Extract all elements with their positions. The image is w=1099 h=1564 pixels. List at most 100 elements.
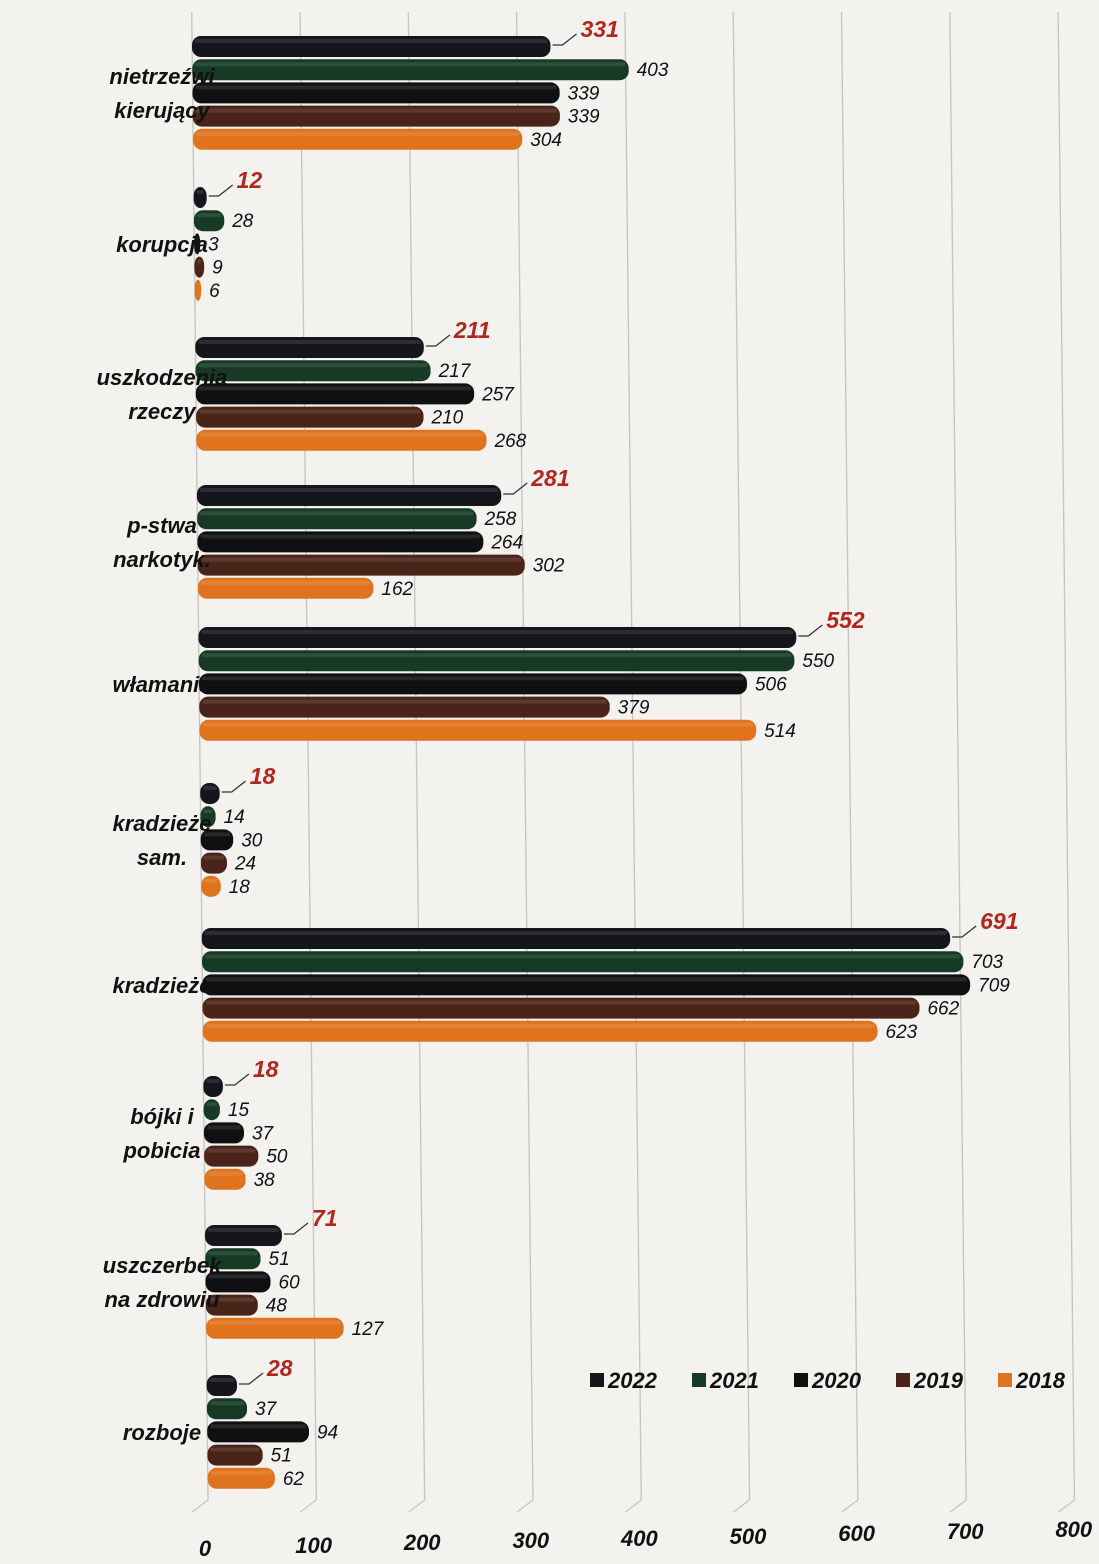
- x-tick-label: 500: [730, 1524, 767, 1549]
- x-tick-label: 400: [620, 1526, 658, 1551]
- x-tick-label: 100: [295, 1533, 332, 1558]
- bar-shine: [195, 85, 557, 90]
- gridline-200: [407, 11, 426, 1501]
- bar-2020: [200, 829, 234, 851]
- gridline-800: [1057, 11, 1076, 1501]
- bar-shine: [206, 1125, 241, 1130]
- data-label-2021: 28: [231, 211, 254, 232]
- bar-2022: [193, 187, 207, 208]
- bar-shine: [205, 954, 961, 959]
- bar-2022: [192, 36, 551, 57]
- bar-shine: [208, 1228, 279, 1232]
- bar-shine: [198, 340, 421, 344]
- bar-shine: [200, 534, 481, 539]
- x-tick-label: 600: [838, 1521, 875, 1546]
- bar-2018: [204, 1168, 246, 1190]
- bar-shine: [201, 676, 744, 681]
- bar-shine: [200, 511, 474, 516]
- bar-shine: [204, 931, 948, 935]
- gridline-foot-400: [624, 1499, 642, 1513]
- data-label-2018: 162: [381, 579, 413, 600]
- x-tick-label: 800: [1055, 1517, 1092, 1542]
- bar-2020: [197, 531, 484, 553]
- data-label-2019: 210: [431, 408, 464, 429]
- bar-shine: [197, 236, 199, 241]
- category-label: bójki i: [130, 1104, 194, 1129]
- bar-shine: [203, 809, 213, 814]
- legend-swatch-2019: [896, 1373, 910, 1387]
- leader-line: [221, 780, 247, 793]
- data-label-2021: 51: [269, 1249, 290, 1270]
- bar-shine: [203, 786, 217, 790]
- data-label-2019: 662: [927, 999, 959, 1020]
- bar-2020: [194, 233, 201, 255]
- data-label-2020: 30: [241, 830, 263, 851]
- bar-2020: [195, 383, 475, 405]
- bar-2018: [193, 128, 523, 150]
- data-label-2019: 9: [212, 258, 223, 279]
- gridline-foot-600: [841, 1499, 859, 1513]
- data-label-2021: 217: [438, 361, 472, 382]
- bar-2019: [197, 554, 525, 576]
- gridline-foot-300: [516, 1499, 534, 1513]
- leader-line: [208, 184, 234, 197]
- category-label: korupcja: [116, 232, 208, 257]
- category-label: kradzieże: [112, 811, 211, 836]
- data-label-2018: 268: [494, 431, 527, 452]
- bar-2019: [202, 997, 920, 1019]
- gridline-foot-500: [733, 1499, 750, 1513]
- bar-2019: [199, 696, 610, 718]
- bar-shine: [206, 1079, 220, 1083]
- bar-2020: [192, 82, 560, 104]
- grid-lines: [191, 11, 1076, 1513]
- leader-line: [503, 482, 528, 495]
- bar-2020: [205, 1271, 271, 1293]
- bar-2019: [200, 852, 227, 874]
- data-label-2020: 94: [317, 1422, 338, 1443]
- bar-2021: [198, 650, 795, 672]
- bar-2022: [205, 1225, 282, 1246]
- bar-2021: [200, 806, 216, 828]
- gridline-300: [515, 11, 534, 1501]
- bar-shine: [205, 977, 968, 982]
- category-label: narkotyk.: [113, 547, 211, 572]
- gridline-foot-700: [949, 1499, 967, 1513]
- bar-shine: [209, 1401, 245, 1406]
- bar-shine: [196, 190, 204, 194]
- bar-2018: [196, 429, 487, 451]
- data-label-2018: 623: [886, 1022, 918, 1043]
- bar-shine: [195, 62, 626, 67]
- bar-2018: [206, 1317, 344, 1339]
- legend-label-2018: 2018: [1015, 1368, 1066, 1393]
- bar-2021: [192, 59, 629, 81]
- bar-2019: [205, 1294, 258, 1316]
- data-label-2020: 264: [490, 532, 523, 553]
- gridline-foot-100: [299, 1499, 317, 1513]
- data-label-2019: 339: [568, 107, 600, 128]
- bar-2022: [198, 627, 797, 648]
- bar-2019: [207, 1444, 263, 1466]
- bar-2022: [200, 783, 220, 804]
- bar-2021: [202, 951, 964, 973]
- legend-swatch-2022: [590, 1373, 604, 1387]
- category-label: na zdrowiu: [105, 1287, 220, 1312]
- bar-shine: [205, 1000, 917, 1005]
- bar-shine: [201, 653, 792, 658]
- bar-2019: [192, 105, 560, 127]
- leader-line: [798, 624, 823, 637]
- x-tick-label: 0: [199, 1536, 212, 1559]
- data-label-2021: 403: [637, 60, 669, 81]
- bar-2018: [207, 1467, 275, 1489]
- category-label: uszczerbek: [103, 1253, 223, 1278]
- gridline-foot-200: [408, 1499, 426, 1513]
- data-label-2018: 514: [764, 721, 796, 742]
- bar-2021: [193, 210, 225, 232]
- bar-2018: [199, 719, 757, 741]
- category-label: nietrzeźwi: [109, 64, 215, 89]
- bar-2020: [207, 1421, 309, 1443]
- x-tick-label: 200: [403, 1530, 441, 1555]
- bar-2019: [204, 1145, 259, 1167]
- legend-swatch-2021: [692, 1373, 706, 1387]
